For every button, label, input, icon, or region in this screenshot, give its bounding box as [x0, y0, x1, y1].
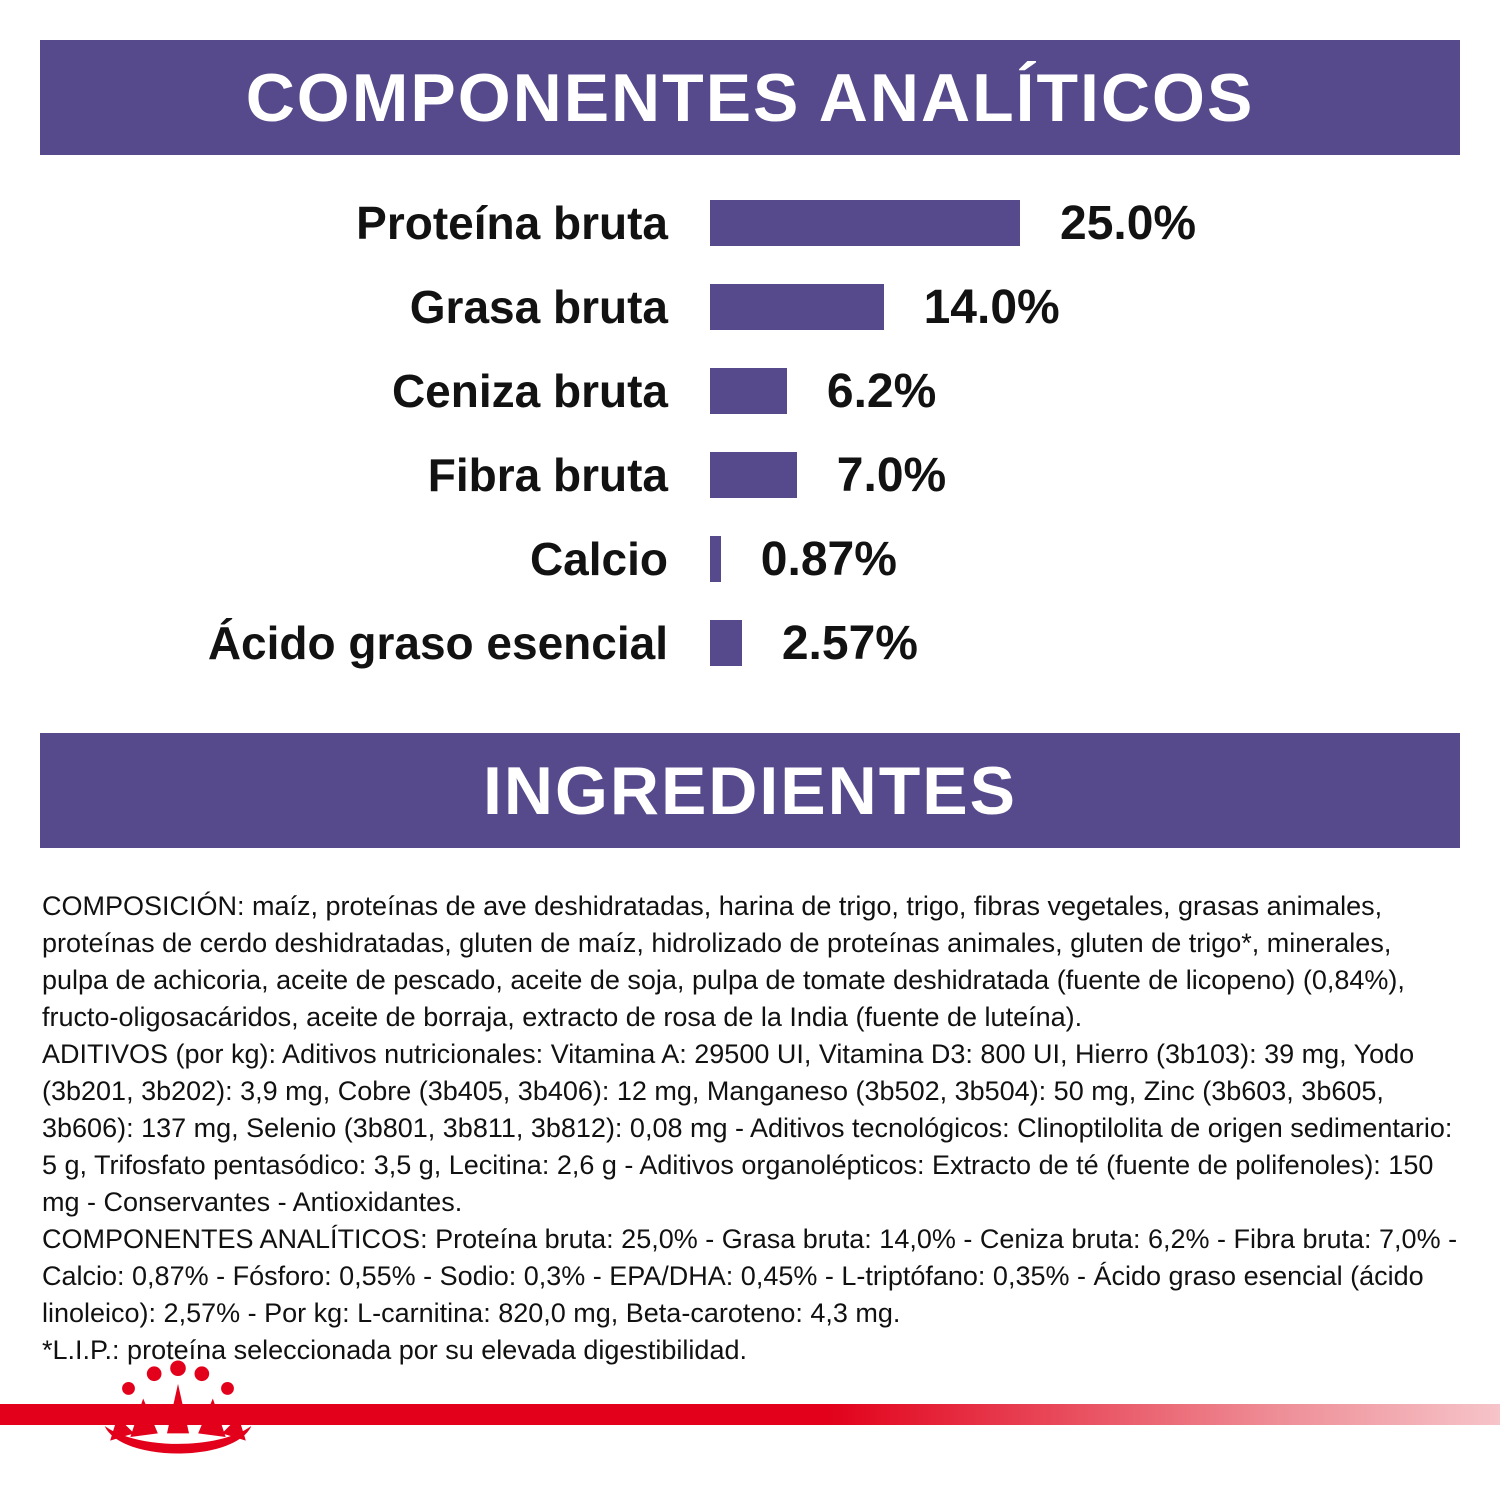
bar — [710, 452, 797, 498]
ingredients-title: INGREDIENTES — [482, 752, 1018, 829]
bar-category-label: Grasa bruta — [409, 281, 668, 333]
bar — [710, 536, 721, 582]
lip-note-paragraph: *L.I.P.: proteína seleccionada por su el… — [42, 1334, 747, 1365]
analytical-components-title: COMPONENTES ANALÍTICOS — [245, 59, 1255, 136]
bar — [710, 284, 884, 330]
chart-row: Calcio 0.87% — [0, 517, 1500, 601]
composition-paragraph: COMPOSICIÓN: maíz, proteínas de ave desh… — [42, 891, 1405, 1032]
bar-value-label: 25.0% — [1060, 196, 1197, 250]
bar-category-label: Ácido graso esencial — [207, 617, 668, 669]
bar — [710, 368, 787, 414]
additives-paragraph: ADITIVOS (por kg): Aditivos nutricionale… — [42, 1038, 1453, 1217]
bar-value-label: 14.0% — [923, 280, 1060, 334]
ingredients-banner: INGREDIENTES — [40, 733, 1460, 848]
bar-category-label: Calcio — [529, 533, 668, 585]
analytical-chart: Proteína bruta 25.0% Grasa bruta 14.0% C… — [0, 181, 1500, 685]
bar-value-label: 7.0% — [836, 448, 947, 502]
bar-value-label: 2.57% — [781, 616, 918, 670]
bar-category-label: Fibra bruta — [427, 449, 668, 501]
royal-canin-crown-icon — [104, 1360, 252, 1454]
red-gradient-stripe — [0, 1404, 1500, 1425]
bar-value-label: 0.87% — [760, 532, 897, 586]
bar-category-label: Proteína bruta — [356, 197, 668, 249]
chart-row: Fibra bruta 7.0% — [0, 433, 1500, 517]
analytical-components-paragraph: COMPONENTES ANALÍTICOS: Proteína bruta: … — [42, 1223, 1458, 1328]
chart-row: Ceniza bruta 6.2% — [0, 349, 1500, 433]
chart-row: Grasa bruta 14.0% — [0, 265, 1500, 349]
chart-row: Ácido graso esencial 2.57% — [0, 601, 1500, 685]
bar — [710, 200, 1020, 246]
bar-category-label: Ceniza bruta — [391, 365, 668, 417]
bar-value-label: 6.2% — [826, 364, 937, 418]
analytical-components-banner: COMPONENTES ANALÍTICOS — [40, 40, 1460, 155]
chart-row: Proteína bruta 25.0% — [0, 181, 1500, 265]
ingredients-text-block: COMPOSICIÓN: maíz, proteínas de ave desh… — [42, 888, 1458, 1369]
bar — [710, 620, 742, 666]
